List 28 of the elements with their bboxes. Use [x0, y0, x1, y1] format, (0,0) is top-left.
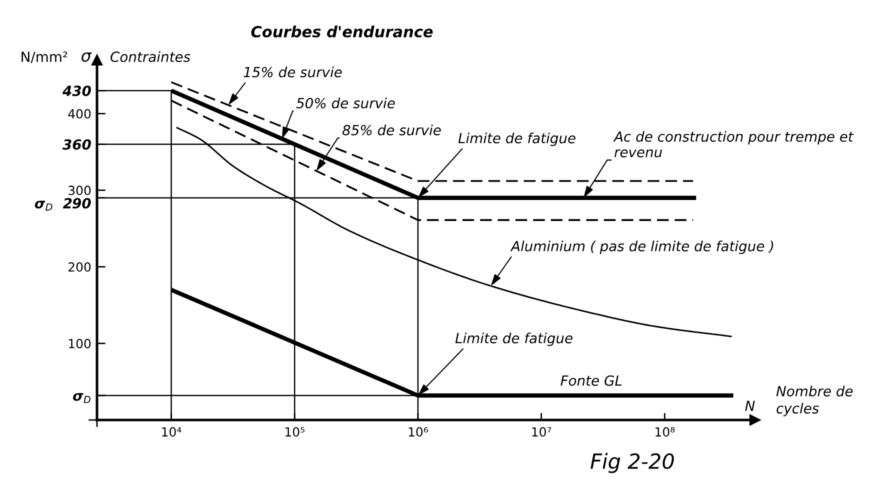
- y-tick-label: 300: [68, 186, 91, 196]
- annotation: N: [745, 400, 755, 411]
- y-tick-label: 430: [62, 86, 91, 96]
- text: σ: [82, 52, 92, 62]
- y-tick-label: σ$_{D}$: [73, 393, 91, 403]
- x-tick-label: 10⁶: [408, 427, 428, 437]
- y-tick-label: 360: [62, 139, 91, 150]
- y-tick-label: 200: [68, 262, 91, 272]
- x-tick-label: 10⁴: [162, 427, 182, 437]
- annotation: 15% de survie: [244, 66, 342, 78]
- y-tick-label: 400: [68, 109, 91, 119]
- y-tick-label: 100: [68, 338, 91, 348]
- x-tick-label: 10⁵: [286, 427, 304, 437]
- x-tick-label: 10⁸: [656, 427, 675, 437]
- x-tick-label: 10⁷: [532, 427, 552, 437]
- annotation: Limite de fatigue: [455, 332, 572, 346]
- annotation: 50% de survie: [296, 98, 395, 108]
- y-tick-label: σ$_{D}$ 290: [34, 198, 91, 211]
- chart-title: Courbes d'endurance: [251, 26, 433, 38]
- x-axis-title: Nombre de cycles: [776, 386, 853, 416]
- annotation: Ac de construction pour trempe et revenu: [613, 131, 854, 158]
- text: N/mm²: [22, 52, 68, 64]
- series-label: Fonte GL: [560, 375, 622, 386]
- annotation: 85% de survie: [342, 124, 441, 136]
- annotation: Aluminium ( pas de limite de fatigue ): [510, 240, 774, 254]
- caption: Fig 2-20: [590, 452, 674, 474]
- annotation: Limite de fatigue: [458, 132, 576, 146]
- y-axis-title: Contraintes: [110, 51, 190, 62]
